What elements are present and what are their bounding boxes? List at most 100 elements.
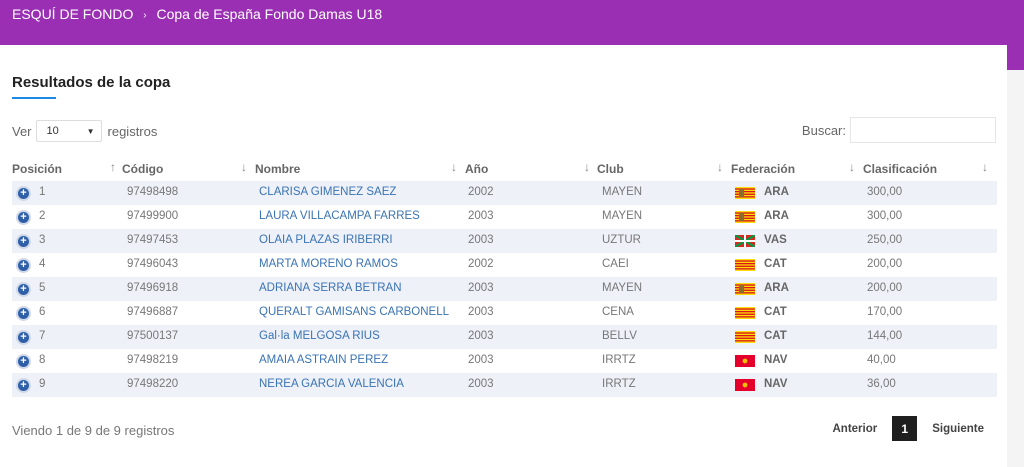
- cell-federation: CAT: [764, 330, 787, 342]
- pagination-page-button[interactable]: 1: [892, 416, 918, 441]
- cell-name: Gal·la MELGOSA RIUS: [259, 330, 380, 342]
- pagination: Anterior 1 Siguiente: [832, 416, 984, 441]
- column-header-club[interactable]: Club: [597, 162, 624, 176]
- cell-federation: CAT: [764, 258, 787, 270]
- plus-circle-icon[interactable]: +: [16, 258, 31, 273]
- table-row: +4 97496043 MARTA MORENO RAMOS 2002 CAEI CAT 2…: [12, 253, 997, 277]
- cell-federation: ARA: [764, 282, 789, 294]
- scrollbar-track[interactable]: [1007, 70, 1024, 467]
- cell-club: BELLV: [602, 330, 637, 342]
- cell-federation: NAV: [764, 378, 788, 390]
- column-header-nombre[interactable]: Nombre: [255, 162, 301, 176]
- sort-arrow-icon[interactable]: ↓: [451, 160, 457, 174]
- breadcrumb-current: Copa de España Fondo Damas U18: [156, 6, 383, 22]
- cell-classification: 250,00: [867, 234, 903, 246]
- cell-club: IRRTZ: [602, 378, 636, 390]
- plus-circle-icon[interactable]: +: [16, 282, 31, 297]
- cell-club: UZTUR: [602, 234, 641, 246]
- column-header-federacion[interactable]: Federación: [731, 162, 796, 176]
- cell-position: 9: [39, 378, 46, 390]
- cell-year: 2003: [468, 210, 494, 222]
- column-header-ano[interactable]: Año: [465, 162, 489, 176]
- length-label-after: registros: [107, 123, 158, 139]
- pagination-next-button[interactable]: Siguiente: [932, 422, 984, 435]
- cell-club: CAEI: [602, 258, 629, 270]
- plus-circle-icon[interactable]: +: [16, 330, 31, 345]
- cell-club: MAYEN: [602, 186, 643, 198]
- records-length-control: Ver 10 ▼ registros: [12, 120, 157, 142]
- sort-arrow-icon[interactable]: ↑: [110, 160, 116, 174]
- breadcrumb-section-link[interactable]: ESQUÍ DE FONDO: [12, 6, 134, 22]
- table-row: +1 97498498 CLARISA GIMENEZ SAEZ 2002 MAYEN A…: [12, 181, 997, 205]
- table-row: +7 97500137 Gal·la MELGOSA RIUS 2003 BELLV CA…: [12, 325, 997, 349]
- cell-year: 2003: [468, 330, 494, 342]
- table-info: Viendo 1 de 9 de 9 registros: [12, 423, 175, 438]
- cell-year: 2003: [468, 282, 494, 294]
- cell-year: 2003: [468, 306, 494, 318]
- cell-code: 97498498: [127, 186, 179, 198]
- cell-code: 97496918: [127, 282, 179, 294]
- table-header: Posición ↑ Código ↓ Nombre ↓ Año ↓ Club …: [12, 156, 997, 180]
- cell-code: 97496887: [127, 306, 179, 318]
- column-header-clasificacion[interactable]: Clasificación: [863, 162, 938, 176]
- cell-name: MARTA MORENO RAMOS: [259, 258, 398, 270]
- cell-name: NEREA GARCIA VALENCIA: [259, 378, 404, 390]
- cell-name: ADRIANA SERRA BETRAN: [259, 282, 402, 294]
- sort-arrow-icon[interactable]: ↓: [849, 160, 855, 174]
- cell-classification: 40,00: [867, 354, 896, 366]
- column-header-codigo[interactable]: Código: [122, 162, 164, 176]
- cell-position: 4: [39, 258, 46, 270]
- cell-classification: 170,00: [867, 306, 903, 318]
- column-header-posicion[interactable]: Posición: [12, 162, 63, 176]
- cell-classification: 300,00: [867, 210, 903, 222]
- cell-position: 1: [39, 186, 46, 198]
- breadcrumb-separator: ›: [143, 10, 147, 21]
- sort-arrow-icon[interactable]: ↓: [584, 160, 590, 174]
- cell-federation: ARA: [764, 210, 789, 222]
- cell-name: LAURA VILLACAMPA FARRES: [259, 210, 420, 222]
- sort-arrow-icon[interactable]: ↓: [241, 160, 247, 174]
- cell-position: 8: [39, 354, 46, 366]
- plus-circle-icon[interactable]: +: [16, 354, 31, 369]
- plus-circle-icon[interactable]: +: [16, 186, 31, 201]
- cell-year: 2002: [468, 186, 494, 198]
- cell-position: 5: [39, 282, 46, 294]
- plus-circle-icon[interactable]: +: [16, 210, 31, 225]
- table-row: +3 97497453 OLAIA PLAZAS IRIBERRI 2003 UZTUR…: [12, 229, 997, 253]
- breadcrumb: ESQUÍ DE FONDO › Copa de España Fondo Da…: [12, 6, 382, 22]
- cell-year: 2003: [468, 354, 494, 366]
- cell-code: 97496043: [127, 258, 179, 270]
- cell-name: OLAIA PLAZAS IRIBERRI: [259, 234, 393, 246]
- chevron-down-icon: ▼: [86, 126, 95, 136]
- pagination-prev-button[interactable]: Anterior: [832, 422, 878, 435]
- cell-classification: 144,00: [867, 330, 903, 342]
- sort-arrow-icon[interactable]: ↓: [982, 160, 988, 174]
- records-per-page-value: 10: [46, 125, 59, 137]
- cell-federation: CAT: [764, 306, 787, 318]
- table-row: +6 97496887 QUERALT GAMISANS CARBONELL 2003…: [12, 301, 997, 325]
- cell-club: CENA: [602, 306, 634, 318]
- scrollbar-top: [1007, 0, 1024, 70]
- cell-club: IRRTZ: [602, 354, 636, 366]
- search-input[interactable]: [850, 117, 996, 143]
- cell-classification: 300,00: [867, 186, 903, 198]
- plus-circle-icon[interactable]: +: [16, 234, 31, 249]
- length-label-before: Ver: [12, 123, 32, 139]
- search-control: Buscar:: [802, 117, 996, 143]
- plus-circle-icon[interactable]: +: [16, 306, 31, 321]
- records-per-page-select[interactable]: 10 ▼: [35, 120, 102, 142]
- sort-arrow-icon[interactable]: ↓: [717, 160, 723, 174]
- cell-year: 2002: [468, 258, 494, 270]
- cell-federation: ARA: [764, 186, 789, 198]
- cell-classification: 200,00: [867, 282, 903, 294]
- plus-circle-icon[interactable]: +: [16, 378, 31, 393]
- cell-year: 2003: [468, 378, 494, 390]
- search-label: Buscar:: [801, 122, 846, 138]
- cell-club: MAYEN: [602, 210, 643, 222]
- cell-position: 3: [39, 234, 46, 246]
- cell-position: 2: [39, 210, 46, 222]
- table-row: +8 97498219 AMAIA ASTRAIN PEREZ 2003 IRRTZ NA…: [12, 349, 997, 373]
- table-body: +1 97498498 CLARISA GIMENEZ SAEZ 2002 MAYEN A…: [12, 181, 997, 397]
- cell-classification: 200,00: [867, 258, 903, 270]
- title-underline: [12, 97, 56, 99]
